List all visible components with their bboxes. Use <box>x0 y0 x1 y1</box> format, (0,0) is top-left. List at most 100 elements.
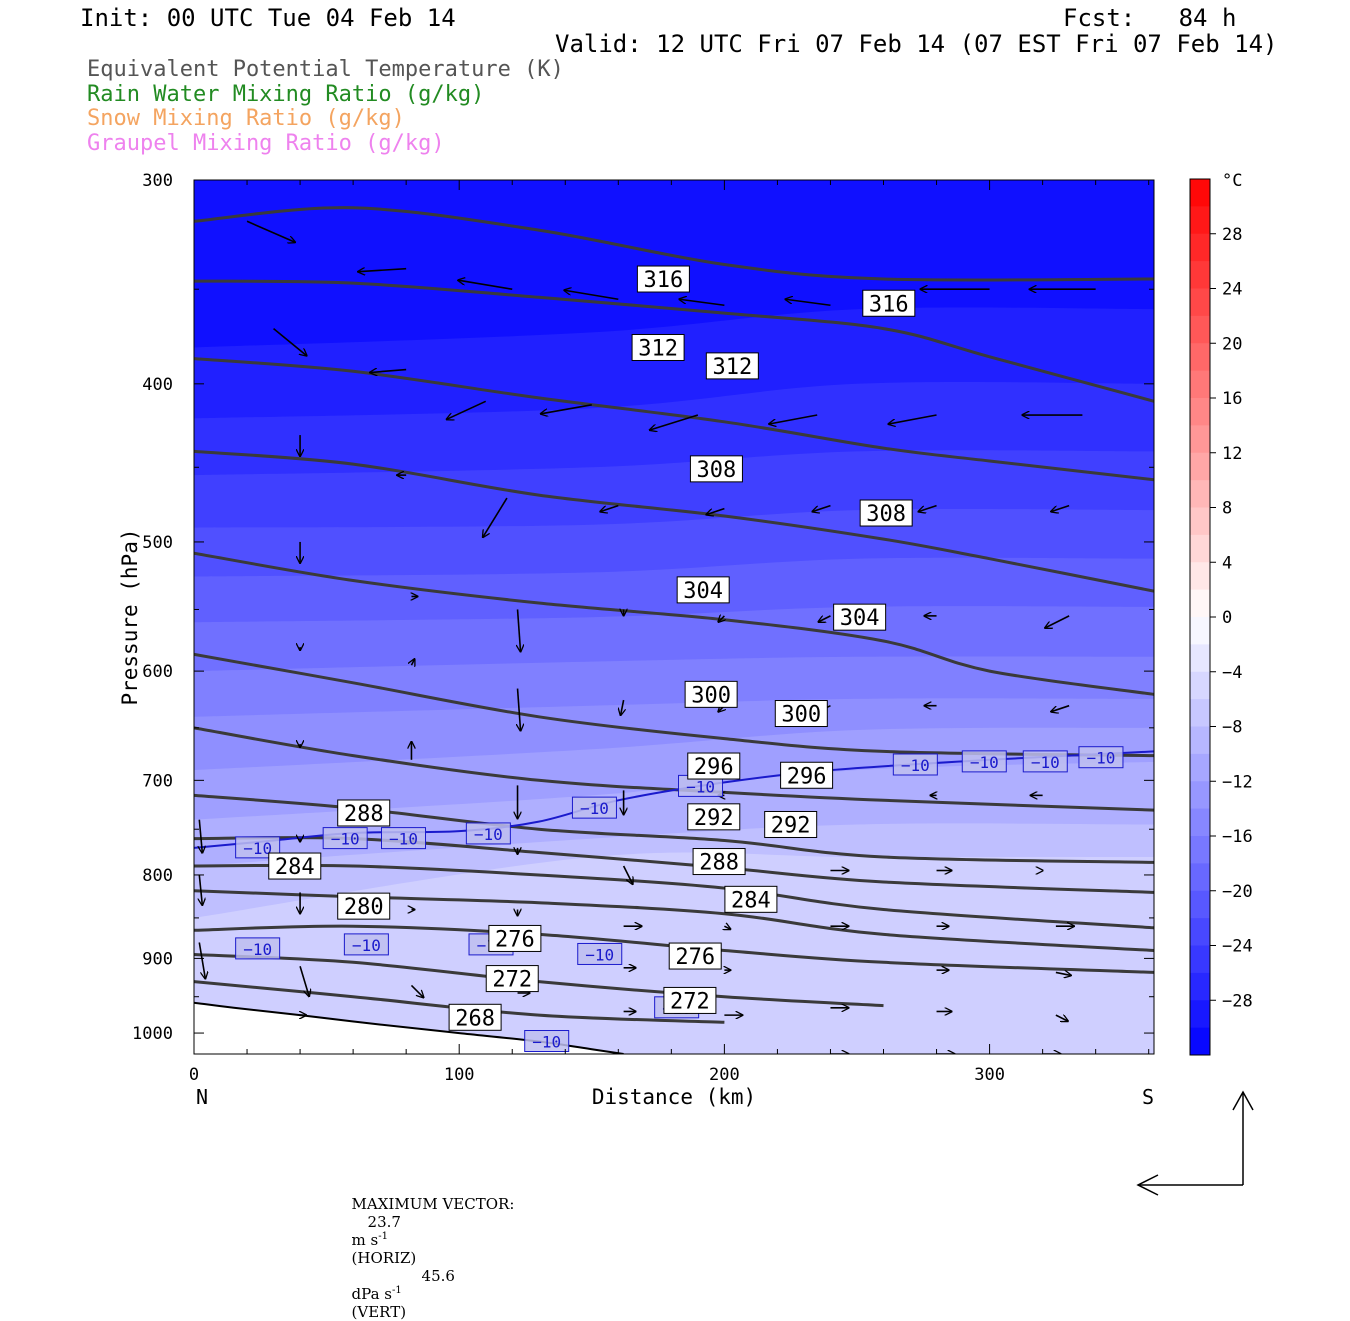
wind-vector <box>358 269 407 272</box>
y-tick-label: 300 <box>142 171 173 191</box>
cross-section-chart: −10 −10 −10 −10 −10 −10 −10 −10 −10 −10 −10 −10 −10 −… <box>118 171 1254 1196</box>
theta-e-contour <box>194 279 1154 403</box>
wind-vector <box>370 370 407 373</box>
colorbar-tick-label: 0 <box>1222 608 1232 628</box>
colorbar-cell <box>1190 534 1210 563</box>
colorbar-cell <box>1190 425 1210 454</box>
theta-e-label: 308 <box>866 502 906 527</box>
theta-e-label-box <box>337 892 391 920</box>
wind-vector <box>600 504 619 512</box>
isotherm-label-box <box>1022 750 1068 773</box>
colorbar-cell <box>1190 863 1210 892</box>
reference-horizontal-arrowhead <box>1136 1174 1159 1196</box>
x-tick-label: 0 <box>189 1065 199 1085</box>
reference-vector-key <box>1136 1090 1254 1196</box>
theta-e-label: 284 <box>275 855 315 880</box>
isotherm-label: −10 <box>1031 753 1060 772</box>
colorbar-cell <box>1190 671 1210 700</box>
colorbar-cell <box>1190 562 1210 591</box>
theta-e-label-box <box>687 752 741 780</box>
isotherm-label: −10 <box>686 777 715 796</box>
theta-e-label-box <box>268 852 322 880</box>
theta-e-label: 280 <box>344 895 384 920</box>
wind-vector <box>198 942 205 978</box>
y-tick-label: 600 <box>142 662 173 682</box>
theta-e-label: 288 <box>344 802 384 827</box>
colorbar-tick-label: −28 <box>1222 991 1253 1011</box>
isotherm-label: −10 <box>1087 749 1116 768</box>
wind-vector <box>273 327 307 356</box>
wind-vector <box>650 414 699 430</box>
theta-e-label: 316 <box>869 292 909 317</box>
reference-vertical-arrowhead <box>1232 1090 1254 1111</box>
colorbar-cell <box>1190 370 1210 399</box>
colorbar-tick-label: −8 <box>1222 718 1242 738</box>
theta-e-label-box <box>448 1003 502 1031</box>
colorbar-tick-label: −24 <box>1222 937 1253 957</box>
theta-e-label-box <box>687 803 741 831</box>
theta-e-label: 284 <box>731 888 771 913</box>
isotherm-label: −10 <box>474 825 503 844</box>
theta-e-label-box <box>684 680 738 708</box>
isotherm-label-box <box>571 796 617 819</box>
theta-e-label-box <box>692 848 746 876</box>
y-tick-label: 800 <box>142 866 173 886</box>
isotherm-label: −10 <box>585 945 614 964</box>
theta-e-label-box <box>676 576 730 604</box>
colorbar-cell <box>1190 836 1210 864</box>
colorbar-cell <box>1190 315 1210 344</box>
colorbar-tick-label: 12 <box>1222 444 1242 464</box>
isotherm-label-box <box>322 827 368 850</box>
y-tick-label: 900 <box>142 949 173 969</box>
terrain-line <box>194 1001 624 1054</box>
wind-vector <box>1051 704 1070 712</box>
colorbar-cell <box>1190 343 1210 372</box>
init-time: Init: 00 UTC Tue 04 Feb 14 <box>80 4 456 32</box>
colorbar-tick-label: 4 <box>1222 553 1232 573</box>
theta-e-label: 268 <box>455 1006 495 1031</box>
colorbar-cell <box>1190 617 1210 645</box>
wind-vector <box>1055 1014 1068 1021</box>
x-right-end-label: S <box>1142 1085 1154 1109</box>
wind-vector <box>769 414 818 424</box>
theta-e-label: 276 <box>495 927 535 952</box>
theta-e-label-box <box>668 942 722 970</box>
isotherm-label: −10 <box>389 830 418 849</box>
plot-area: −10 −10 −10 −10 −10 −10 −10 −10 −10 −10 −10 −10 −10 −… <box>194 180 1154 1054</box>
isotherm-label: −10 <box>331 830 360 849</box>
theta-e-label-box <box>636 265 690 293</box>
wind-vector <box>518 609 521 651</box>
theta-e-label-box <box>774 700 828 728</box>
max-vector-label: MAXIMUM VECTOR: <box>351 1195 515 1213</box>
horiz-max-tail: (HORIZ) <box>351 1249 417 1267</box>
colorbar-cell <box>1190 452 1210 481</box>
colorbar-cell <box>1190 781 1210 810</box>
wind-vector <box>919 504 937 512</box>
theta-e-contour <box>194 206 1154 282</box>
theta-e-label: 316 <box>644 268 684 293</box>
theta-e-label-box <box>705 352 759 380</box>
wind-vector <box>1045 615 1070 628</box>
x-left-end-label: N <box>196 1085 208 1109</box>
theta-e-label: 304 <box>683 579 723 604</box>
isotherm-label: −10 <box>532 1033 561 1052</box>
colorbar-cell <box>1190 261 1210 289</box>
theta-e-label-box <box>631 333 685 361</box>
theta-e-label-box <box>780 761 834 789</box>
x-tick-label: 200 <box>709 1065 740 1085</box>
y-tick-label: 700 <box>142 771 173 791</box>
isotherm-label: −10 <box>901 756 930 775</box>
theta-e-label: 300 <box>781 703 821 728</box>
colorbar-cell <box>1190 507 1210 536</box>
vert-max-unit: dPa s <box>351 1285 392 1303</box>
wind-vector <box>785 299 831 307</box>
theta-e-label: 272 <box>492 968 532 993</box>
plot-frame <box>193 179 1155 1055</box>
wind-vector <box>541 403 592 414</box>
wind-vector <box>518 688 521 731</box>
y-axis-title: Pressure (hPa) <box>118 528 142 705</box>
vert-max-value: 45.6 <box>421 1267 455 1285</box>
theta-e-label: 312 <box>638 336 678 361</box>
colorbar-cell <box>1190 1000 1210 1029</box>
isotherm-label-box <box>343 933 389 956</box>
